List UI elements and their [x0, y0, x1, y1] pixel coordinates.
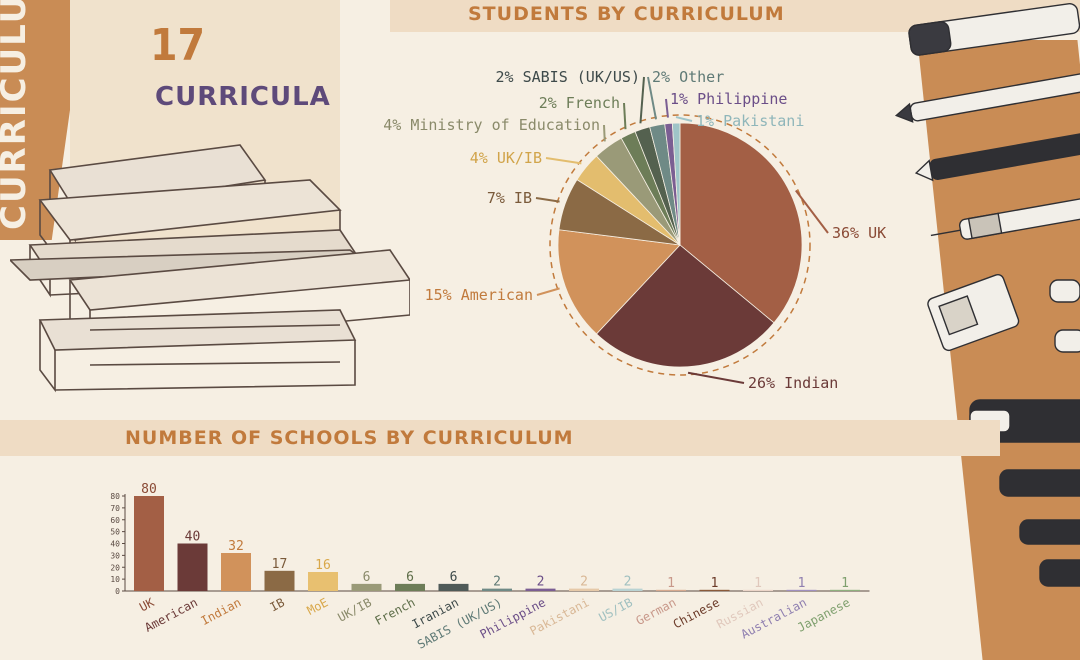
- curricula-count: 17: [150, 20, 206, 71]
- bar-value-label: 40: [185, 530, 201, 545]
- pie-chart: 36% UK 26% Indian 15% American 7% IB 4% UK/I…: [383, 68, 886, 392]
- bar-value-label: 2: [624, 575, 632, 590]
- y-tick-label: 10: [110, 575, 120, 584]
- pie-label: 1% Philippine: [670, 90, 787, 108]
- pie-slice-uk: [679, 122, 803, 324]
- bar-value-label: 1: [841, 576, 849, 591]
- bar-title-band: [0, 420, 1000, 456]
- pie-leader-line: [675, 116, 693, 122]
- bar-category-label: UK: [137, 595, 157, 615]
- pie-label: 7% IB: [487, 189, 532, 207]
- bar-japanese: [830, 589, 860, 591]
- bar-value-label: 16: [315, 558, 331, 573]
- pie-leader-line: [639, 76, 645, 124]
- pie-leader-line: [603, 124, 606, 142]
- pie-slice-indian: [595, 244, 775, 368]
- pie-leader-line: [623, 102, 627, 130]
- bar-ib: [264, 570, 295, 591]
- pie-leader-line: [665, 98, 669, 118]
- bar-value-label: 1: [711, 576, 719, 591]
- bar-value-label: 2: [580, 575, 588, 590]
- pie-leader-line: [545, 157, 582, 165]
- bar-french: [395, 583, 425, 591]
- pie-label: 4% UK/IB: [470, 149, 542, 167]
- bar-category-label: MoE: [305, 595, 331, 618]
- bar-category-label: Chinese: [671, 595, 722, 631]
- bar-value-label: 2: [493, 575, 501, 590]
- pie-slice-american: [557, 229, 681, 335]
- bar-category-label: German: [634, 595, 679, 628]
- bar-value-label: 1: [667, 576, 675, 591]
- curricula-label: CURRICULA: [155, 82, 331, 112]
- bar-pakistani: [569, 588, 599, 591]
- bar-russian: [743, 589, 773, 591]
- pie-leader-line: [536, 287, 560, 296]
- pie-label: 36% UK: [832, 224, 886, 242]
- bar-category-label: UK/IB: [335, 595, 373, 624]
- pie-label: 15% American: [425, 286, 533, 304]
- y-tick-label: 50: [110, 528, 120, 537]
- bar-category-label: US/IB: [596, 595, 634, 624]
- y-tick-label: 0: [115, 587, 120, 596]
- bar-chinese: [699, 589, 730, 591]
- pie-label: 26% Indian: [748, 374, 838, 392]
- y-tick-label: 60: [110, 516, 120, 525]
- bar-category-label: IB: [268, 595, 287, 614]
- bar-value-label: 6: [450, 570, 458, 585]
- pie-label: 2% Other: [652, 68, 724, 86]
- bar-value-label: 1: [798, 576, 806, 591]
- bar-value-label: 6: [406, 570, 414, 585]
- bar-uk-ib: [351, 583, 382, 591]
- pens-illustration: [894, 3, 1080, 587]
- pie-leader-line: [647, 76, 657, 120]
- bar-us-ib: [612, 588, 643, 591]
- y-tick-label: 40: [110, 540, 120, 549]
- pie-leader-line: [535, 197, 560, 203]
- bar-german: [656, 589, 686, 591]
- bar-uk: [134, 496, 164, 591]
- bar-chart-title: NUMBER OF SCHOOLS BY CURRICULUM: [125, 427, 574, 449]
- y-tick-label: 80: [110, 492, 120, 501]
- pie-chart-title: STUDENTS BY CURRICULUM: [468, 3, 785, 25]
- pie-label: 2% French: [539, 94, 620, 112]
- bar-value-label: 2: [537, 575, 545, 590]
- pie-outline: [549, 114, 811, 376]
- bar-value-label: 80: [141, 482, 157, 497]
- bar-iranian: [438, 583, 469, 591]
- bar-value-label: 32: [228, 539, 244, 554]
- pie-label: 1% Pakistani: [696, 112, 804, 130]
- pie-label: 2% SABIS (UK/US): [496, 68, 641, 86]
- books-illustration: [10, 144, 410, 393]
- bar-category-label: Indian: [199, 595, 244, 628]
- bar-value-label: 1: [754, 576, 762, 591]
- bar-category-label: French: [373, 595, 418, 628]
- bar-value-label: 17: [272, 557, 288, 572]
- y-tick-label: 30: [110, 551, 120, 560]
- bar-american: [177, 543, 208, 591]
- pie-label: 4% Ministry of Education: [383, 116, 600, 134]
- pie-leader-line: [687, 371, 745, 384]
- bar-sabis-uk-us-: [482, 588, 512, 591]
- bar-moe: [308, 572, 338, 591]
- pie-leader-line: [795, 189, 829, 234]
- pie-slice-pakistani: [671, 122, 681, 246]
- bar-indian: [221, 553, 251, 591]
- bar-value-label: 6: [363, 570, 371, 585]
- bar-australian: [786, 589, 817, 591]
- y-tick-label: 20: [110, 563, 120, 572]
- y-tick-label: 70: [110, 504, 120, 513]
- bar-philippine: [525, 588, 556, 591]
